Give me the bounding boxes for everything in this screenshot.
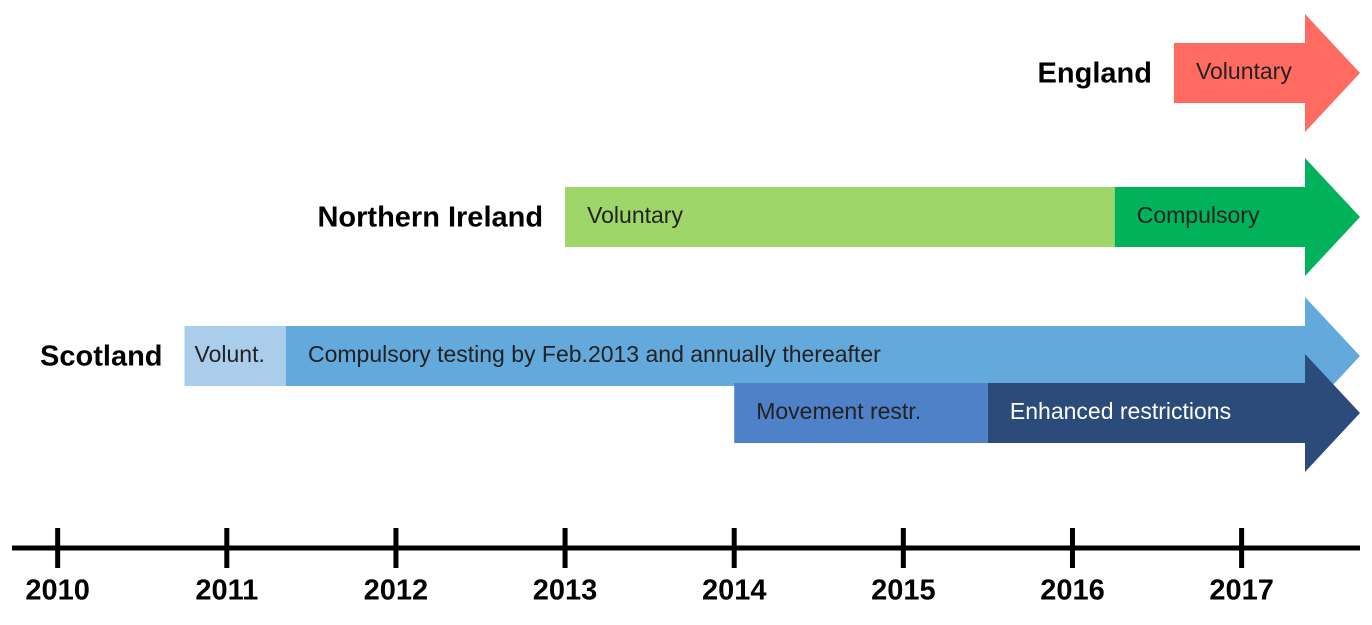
- phase-label: Enhanced restrictions: [1010, 398, 1231, 424]
- phase-bar: [734, 383, 988, 443]
- row-name: Scotland: [40, 341, 162, 373]
- tick-label: 2011: [195, 575, 258, 607]
- row-name: England: [1038, 58, 1152, 90]
- row-name: Northern Ireland: [317, 202, 543, 234]
- axis-line: [12, 545, 1360, 551]
- tick-mark: [55, 528, 61, 568]
- tick-label: 2010: [25, 575, 90, 607]
- tick-label: 2015: [871, 575, 936, 607]
- phase-bar: [184, 326, 286, 386]
- phase-arrow: [1173, 14, 1360, 132]
- phase-arrow: [1114, 158, 1360, 276]
- phase-bar: [565, 187, 1115, 247]
- tick-mark: [224, 528, 230, 568]
- phase-label: Compulsory: [1137, 202, 1260, 228]
- phase-label: Movement restr.: [756, 398, 921, 424]
- tick-mark: [562, 528, 568, 568]
- phase-label: Voluntary: [1196, 58, 1292, 84]
- tick-mark: [1069, 528, 1075, 568]
- phase-label: Voluntary: [587, 202, 683, 228]
- phase-label: Compulsory testing by Feb.2013 and annua…: [308, 341, 881, 367]
- tick-label: 2016: [1040, 575, 1105, 607]
- tick-mark: [1239, 528, 1245, 568]
- tick-label: 2013: [533, 575, 598, 607]
- tick-label: 2012: [364, 575, 429, 607]
- phase-arrow: [987, 354, 1360, 472]
- phase-label: Volunt.: [195, 341, 265, 367]
- tick-label: 2014: [702, 575, 767, 607]
- tick-label: 2017: [1209, 575, 1274, 607]
- tick-mark: [731, 528, 737, 568]
- tick-mark: [900, 528, 906, 568]
- tick-mark: [393, 528, 399, 568]
